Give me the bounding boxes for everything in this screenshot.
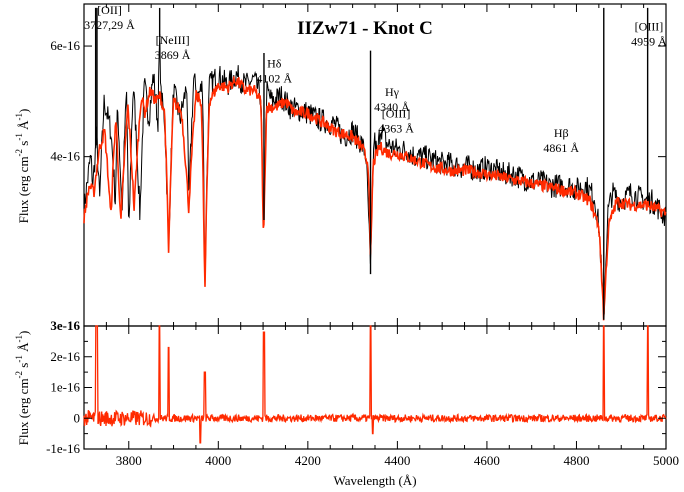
annotation-1: [NeIII] 3869 Å [155,33,191,62]
top-axis-ticks: 4e-16 6e-16 [50,4,667,326]
bottom-xtick-label-4200: 4200 [295,453,321,468]
bottom-xtick-label-3800: 3800 [116,453,142,468]
bottom-xtick-label-4400: 4400 [384,453,410,468]
bottom-ytick-label-4: 3e-16 [50,318,80,333]
emission-line-markers [94,7,649,320]
residual-panel: 3800 4000 4200 4400 4600 4800 5000 -1e-16 0 1e-16… [14,318,679,488]
flux-spectrum-panel: 4e-16 6e-16 [OII] 3727,29 Å [NeIII] 3869 Å Hδ… [14,3,667,327]
residual-line [83,325,667,444]
top-ytick-label-0: 4e-16 [50,149,80,164]
x-axis-label: Wavelength (Å) [333,473,416,488]
top-y-axis-label: Flux (erg cm-2 s-1 Å-1) [14,109,31,224]
annotation-0: [OII] 3727,29 Å [84,3,135,32]
annotation-6: [OIII] 4959 Å [631,20,667,49]
line-annotations: [OII] 3727,29 Å [NeIII] 3869 Å Hδ 4102 Å Hγ 434… [84,3,667,155]
annotation-3: Hγ 4340 Å [374,85,410,114]
annotation-4: [OIII] 4363 Å [378,106,414,135]
bottom-xtick-label-4600: 4600 [474,453,500,468]
top-ytick-label-1: 6e-16 [50,38,80,53]
bottom-axis-ticks: 3800 4000 4200 4400 4600 4800 5000 -1e-16 0 1e-16… [46,318,679,468]
top-series-group [83,34,667,321]
model-spectrum-line [83,76,667,321]
bottom-ytick-label-0: -1e-16 [46,441,80,456]
bottom-ytick-label-2: 1e-16 [50,380,80,395]
residual-series-group [83,325,667,444]
bottom-ytick-label-1: 0 [74,410,81,425]
bottom-xtick-label-4000: 4000 [205,453,231,468]
bottom-y-axis-label: Flux (erg cm-2 s-1 Å-1) [14,331,31,446]
chart-title: IIZw71 - Knot C [297,18,433,39]
annotation-2: Hδ 4102 Å [256,56,292,85]
bottom-xtick-label-4800: 4800 [563,453,589,468]
bottom-ytick-label-3: 2e-16 [50,349,80,364]
bottom-xtick-label-5000: 5000 [653,453,679,468]
annotation-5: Hβ 4861 Å [543,126,579,155]
bottom-plot-frame [83,325,667,450]
